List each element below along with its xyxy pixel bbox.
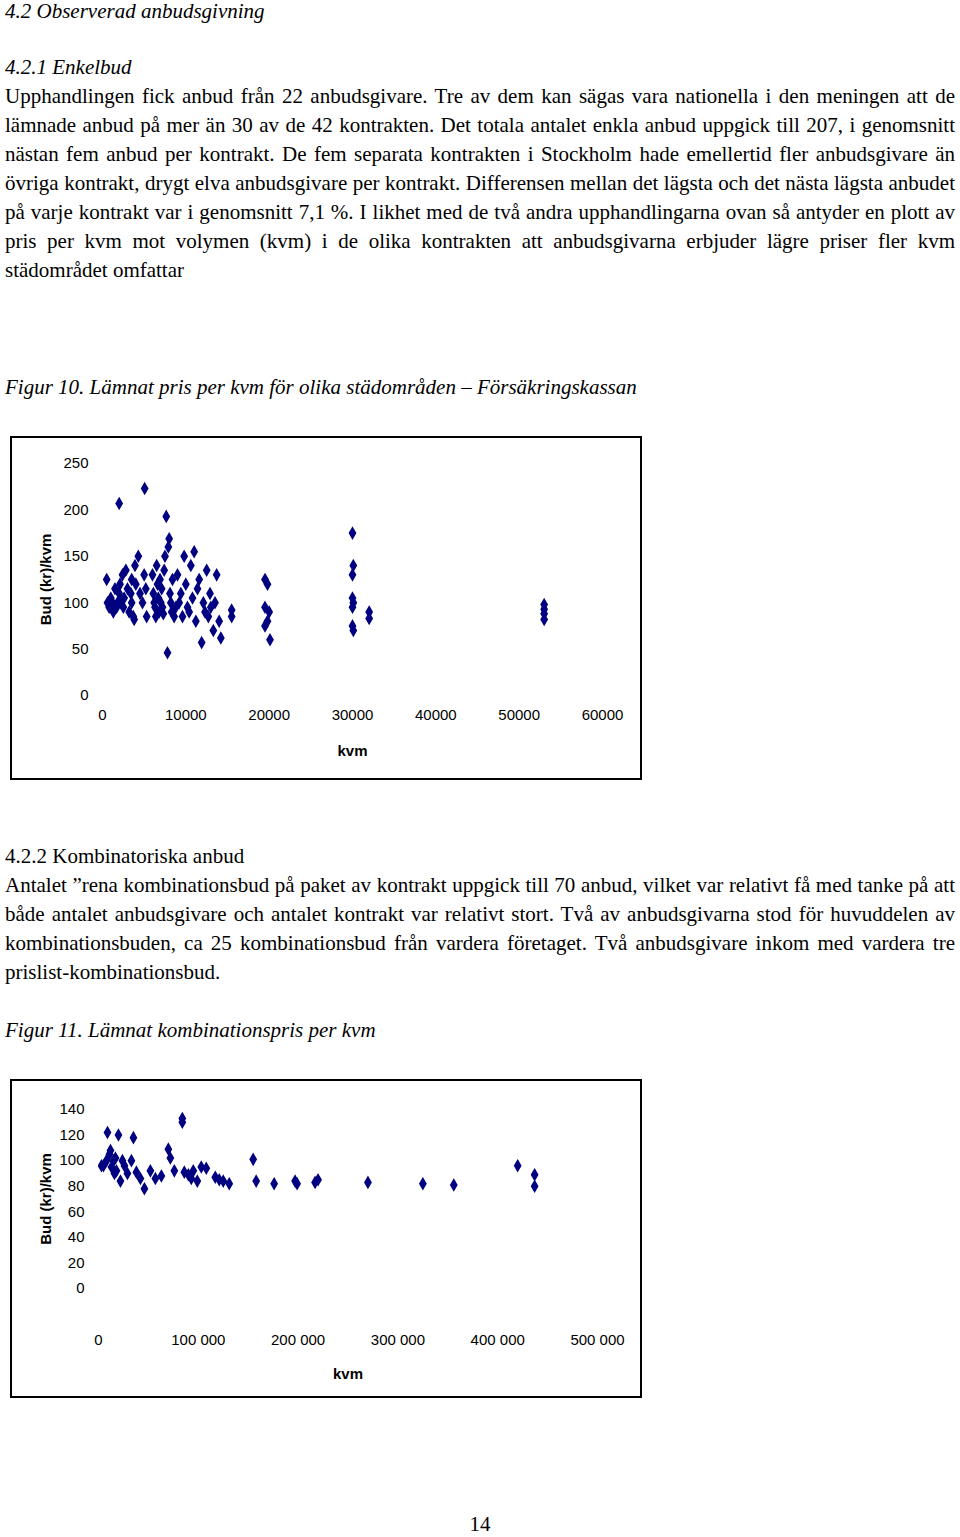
svg-text:20: 20 (68, 1254, 85, 1271)
svg-text:kvm: kvm (333, 1365, 363, 1382)
svg-text:300 000: 300 000 (371, 1331, 425, 1348)
svg-text:200: 200 (63, 501, 88, 518)
svg-text:100: 100 (59, 1151, 84, 1168)
html-text:4.2.1 Enkelbud: 4.2.1 Enkelbud (5, 55, 132, 79)
svg-text:100: 100 (63, 594, 88, 611)
svg-text:0: 0 (94, 1331, 102, 1348)
html-text:Antalet ”rena kombinationsbud: Antalet ”rena kombinationsbud på paket a… (5, 873, 955, 984)
svg-text:140: 140 (59, 1100, 84, 1117)
svg-text:30000: 30000 (332, 706, 374, 723)
svg-text:Bud (kr)/kvm: Bud (kr)/kvm (37, 534, 54, 626)
svg-text:60000: 60000 (582, 706, 624, 723)
svg-text:60: 60 (68, 1203, 85, 1220)
svg-text:kvm: kvm (337, 742, 367, 759)
svg-text:40000: 40000 (415, 706, 457, 723)
svg-text:200 000: 200 000 (271, 1331, 325, 1348)
svg-text:0: 0 (76, 1279, 84, 1296)
svg-text:10000: 10000 (165, 706, 207, 723)
svg-text:150: 150 (63, 547, 88, 564)
html-text:Figur 11. Lämnat kombinationsp: Figur 11. Lämnat kombinationspris per kv… (5, 1018, 376, 1042)
svg-text:0: 0 (98, 706, 106, 723)
html-text:4.2 Observerad anbudsgivning: 4.2 Observerad anbudsgivning (5, 0, 265, 23)
svg-text:0: 0 (80, 686, 88, 703)
svg-text:50: 50 (72, 640, 89, 657)
svg-text:20000: 20000 (248, 706, 290, 723)
svg-text:250: 250 (63, 454, 88, 471)
svg-text:120: 120 (59, 1126, 84, 1143)
svg-text:100 000: 100 000 (171, 1331, 225, 1348)
html-text:14: 14 (469, 1512, 491, 1536)
svg-text:50000: 50000 (498, 706, 540, 723)
html-text:Figur 10. Lämnat pris per kvm: Figur 10. Lämnat pris per kvm för olika … (5, 375, 637, 399)
svg-text:80: 80 (68, 1177, 85, 1194)
svg-text:500 000: 500 000 (570, 1331, 624, 1348)
svg-text:40: 40 (68, 1228, 85, 1245)
html-text:4.2.2 Kombinatoriska anbud: 4.2.2 Kombinatoriska anbud (5, 844, 245, 868)
svg-text:400 000: 400 000 (471, 1331, 525, 1348)
html-text:Upphandlingen fick anbud från: Upphandlingen fick anbud från 22 anbudsg… (5, 84, 955, 282)
svg-text:Bud (kr)/kvm: Bud (kr)/kvm (37, 1153, 54, 1245)
